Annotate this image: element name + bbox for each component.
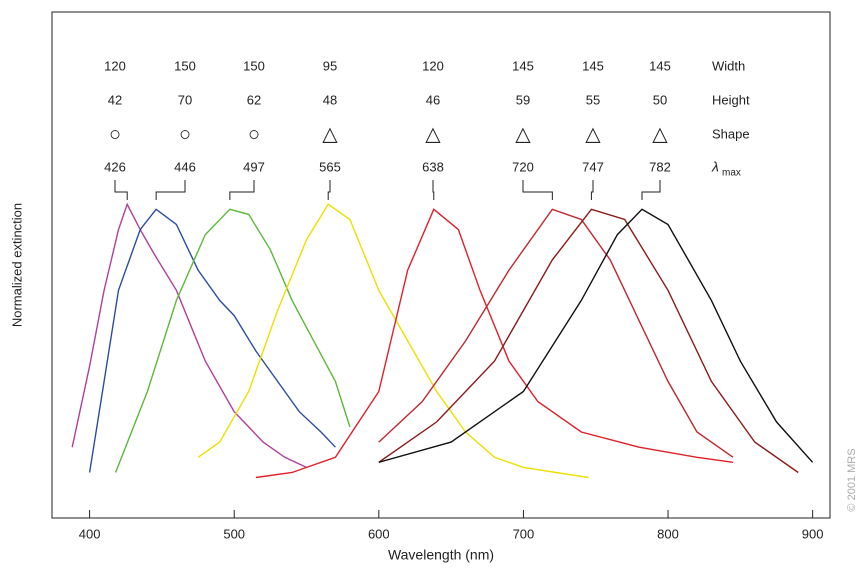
lambda-max-value: 720	[512, 159, 534, 174]
lambda-max-value: 747	[582, 159, 604, 174]
row-label-subscript: max	[722, 168, 741, 179]
row-label: Width	[712, 58, 745, 73]
shape-symbol: ○	[248, 123, 260, 145]
x-axis-label: Wavelength (nm)	[388, 547, 494, 563]
x-tick-label: 900	[802, 526, 824, 541]
width-value: 150	[243, 58, 265, 73]
width-value: 150	[174, 58, 196, 73]
spectrum-line	[71, 202, 307, 469]
spectrum-line	[378, 208, 799, 474]
spectrum-line	[197, 203, 589, 479]
y-axis-label: Normalized extinction	[9, 203, 24, 327]
x-tick-label: 500	[223, 526, 245, 541]
lambda-max-value: 565	[319, 159, 341, 174]
x-tick-label: 400	[79, 526, 101, 541]
shape-symbol: △	[585, 123, 601, 145]
width-value: 145	[649, 58, 671, 73]
x-tick-label: 600	[368, 526, 390, 541]
x-tick-label: 800	[657, 526, 679, 541]
height-value: 50	[653, 92, 667, 107]
row-label: Height	[712, 92, 750, 107]
spectrum-line	[378, 208, 814, 463]
lambda-max-value: 782	[649, 159, 671, 174]
spectrum-line	[114, 208, 351, 473]
x-tick-label: 700	[513, 526, 535, 541]
leader-line	[590, 180, 594, 200]
height-value: 59	[516, 92, 530, 107]
leader-line	[522, 180, 553, 200]
lambda-max-value: 497	[243, 159, 265, 174]
height-value: 48	[323, 92, 337, 107]
spectrum-line	[88, 208, 336, 473]
leader-line	[327, 180, 331, 200]
row-label: λ	[711, 159, 719, 175]
row-label: Shape	[712, 126, 750, 141]
width-value: 95	[323, 58, 337, 73]
shape-symbol: △	[425, 123, 441, 145]
plot-frame	[51, 11, 831, 519]
shape-symbol: △	[515, 123, 531, 145]
shape-symbol: ○	[109, 123, 121, 145]
leader-line	[155, 180, 186, 200]
spectrum-line	[255, 208, 734, 479]
lambda-max-value: 426	[104, 159, 126, 174]
height-value: 55	[586, 92, 600, 107]
height-value: 70	[178, 92, 192, 107]
height-value: 42	[108, 92, 122, 107]
height-value: 46	[426, 92, 440, 107]
copyright: © 2001 MRS	[846, 448, 858, 511]
width-value: 145	[582, 58, 604, 73]
shape-symbol: △	[652, 123, 668, 145]
leader-line	[432, 180, 435, 200]
leader-line	[641, 180, 661, 200]
leader-line	[229, 180, 255, 200]
lambda-max-value: 446	[174, 159, 196, 174]
leader-line	[114, 180, 128, 200]
width-value: 120	[422, 58, 444, 73]
shape-symbol: △	[322, 123, 338, 145]
width-value: 145	[512, 58, 534, 73]
spectrum-line	[378, 208, 734, 458]
width-value: 120	[104, 58, 126, 73]
shape-symbol: ○	[179, 123, 191, 145]
height-value: 62	[247, 92, 261, 107]
lambda-max-value: 638	[422, 159, 444, 174]
